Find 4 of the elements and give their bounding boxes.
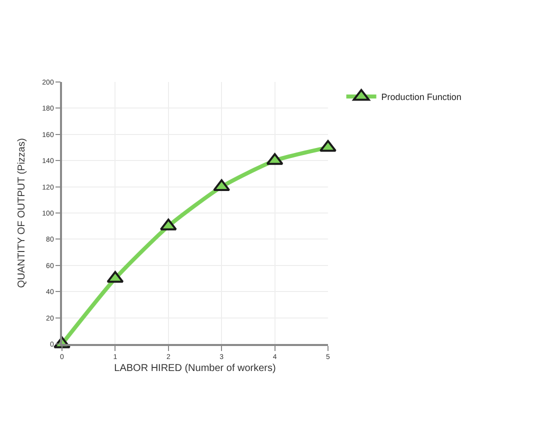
- x-axis-title: LABOR HIRED (Number of workers): [114, 363, 276, 374]
- y-axis-title: QUANTITY OF OUTPUT (Pizzas): [16, 138, 28, 288]
- legend-label: Production Function: [381, 92, 462, 102]
- point: [213, 179, 230, 192]
